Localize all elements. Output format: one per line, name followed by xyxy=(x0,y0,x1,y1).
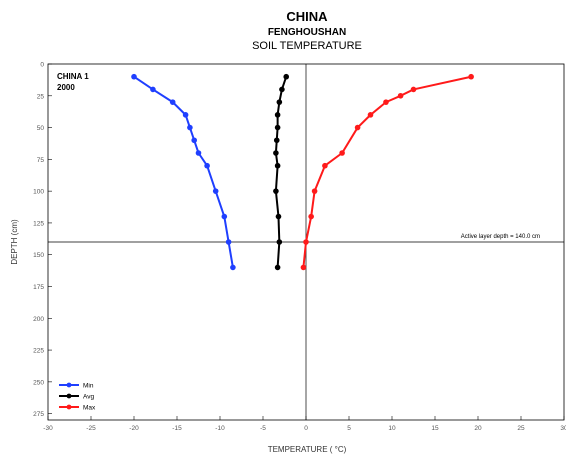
y-tick-label: 250 xyxy=(33,379,44,386)
y-tick-label: 225 xyxy=(33,348,44,355)
x-tick-label: -30 xyxy=(43,425,53,432)
data-point-min xyxy=(150,86,156,93)
x-tick-label: 30 xyxy=(560,425,566,432)
data-point-avg xyxy=(273,150,279,156)
x-tick-label: -25 xyxy=(86,425,96,432)
y-axis-ticks: 0 25 50 75 100 125 150 175 200 225 250 275 xyxy=(33,62,52,418)
data-point-max xyxy=(308,213,314,220)
data-point-max xyxy=(354,124,361,131)
data-point-max xyxy=(397,92,404,99)
y-axis-label: DEPTH (cm) xyxy=(10,219,19,265)
data-point-min xyxy=(182,112,189,118)
data-point-max xyxy=(383,99,389,105)
x-tick-label: 5 xyxy=(347,425,351,432)
data-point-max xyxy=(322,162,328,169)
legend-marker-min xyxy=(66,382,72,388)
x-axis-ticks: -30 -25 -20 -15 -10 -5 0 5 10 15 20 25 30 xyxy=(43,416,566,432)
y-tick-label: 175 xyxy=(33,284,44,291)
y-tick-label: 75 xyxy=(37,157,45,164)
series-line-avg xyxy=(274,76,288,268)
x-tick-label: 10 xyxy=(388,425,396,432)
data-point-max xyxy=(303,239,309,245)
data-point-avg xyxy=(274,162,281,169)
x-tick-label: -10 xyxy=(215,425,225,432)
legend-label-max: Max xyxy=(83,405,96,412)
chart-subtitle-2: SOIL TEMPERATURE xyxy=(252,40,362,52)
data-point-min xyxy=(212,188,219,194)
data-point-min xyxy=(230,264,236,271)
y-tick-label: 25 xyxy=(37,93,45,100)
data-point-min xyxy=(204,162,210,169)
data-point-max xyxy=(311,188,318,194)
x-tick-label: -5 xyxy=(260,425,266,432)
chart-subtitle: FENGHOUSHAN xyxy=(268,27,346,38)
legend-label-min: Min xyxy=(83,383,94,390)
data-point-max xyxy=(410,86,417,93)
y-tick-label: 200 xyxy=(33,316,44,323)
data-point-min xyxy=(131,73,137,80)
data-point-avg xyxy=(283,73,290,80)
data-point-avg xyxy=(274,112,281,118)
legend-marker-avg xyxy=(66,393,72,399)
data-point-avg xyxy=(275,213,282,220)
y-tick-label: 0 xyxy=(40,62,44,69)
y-tick-label: 125 xyxy=(33,220,44,227)
x-axis-label: TEMPERATURE ( °C) xyxy=(268,445,347,454)
y-tick-label: 275 xyxy=(33,411,44,418)
site-label: CHINA 1 xyxy=(57,72,89,81)
data-point-avg xyxy=(279,86,285,93)
data-point-avg xyxy=(274,264,281,271)
legend-marker-max xyxy=(66,404,72,410)
data-point-avg xyxy=(273,137,280,144)
data-point-min xyxy=(191,137,197,144)
data-point-max xyxy=(339,150,345,156)
data-point-min xyxy=(221,213,228,220)
data-point-avg xyxy=(276,239,283,245)
data-point-max xyxy=(300,264,307,271)
data-point-min xyxy=(225,239,232,245)
data-point-min xyxy=(195,150,202,156)
y-tick-label: 50 xyxy=(37,125,45,132)
data-point-min xyxy=(169,99,176,105)
year-label: 2000 xyxy=(57,83,75,92)
data-point-max xyxy=(468,73,474,80)
x-tick-label: 0 xyxy=(304,425,308,432)
data-point-max xyxy=(367,112,374,118)
data-point-min xyxy=(187,124,193,131)
chart-title: CHINA xyxy=(286,9,328,24)
x-tick-label: 20 xyxy=(474,425,482,432)
data-series xyxy=(131,73,474,271)
series-line-max xyxy=(302,75,472,268)
x-tick-label: -15 xyxy=(172,425,182,432)
x-tick-label: 25 xyxy=(517,425,525,432)
legend-label-avg: Avg xyxy=(83,394,94,401)
legend: Min Avg Max xyxy=(59,383,96,412)
x-tick-label: -20 xyxy=(129,425,139,432)
data-point-avg xyxy=(273,188,279,194)
x-tick-label: 15 xyxy=(431,425,439,432)
data-point-avg xyxy=(274,124,281,131)
y-tick-label: 100 xyxy=(33,189,44,196)
active-layer-label: Active layer depth = 140.0 cm xyxy=(461,234,540,240)
y-tick-label: 150 xyxy=(33,252,44,259)
data-point-avg xyxy=(276,99,283,105)
series-line-min xyxy=(133,75,234,268)
